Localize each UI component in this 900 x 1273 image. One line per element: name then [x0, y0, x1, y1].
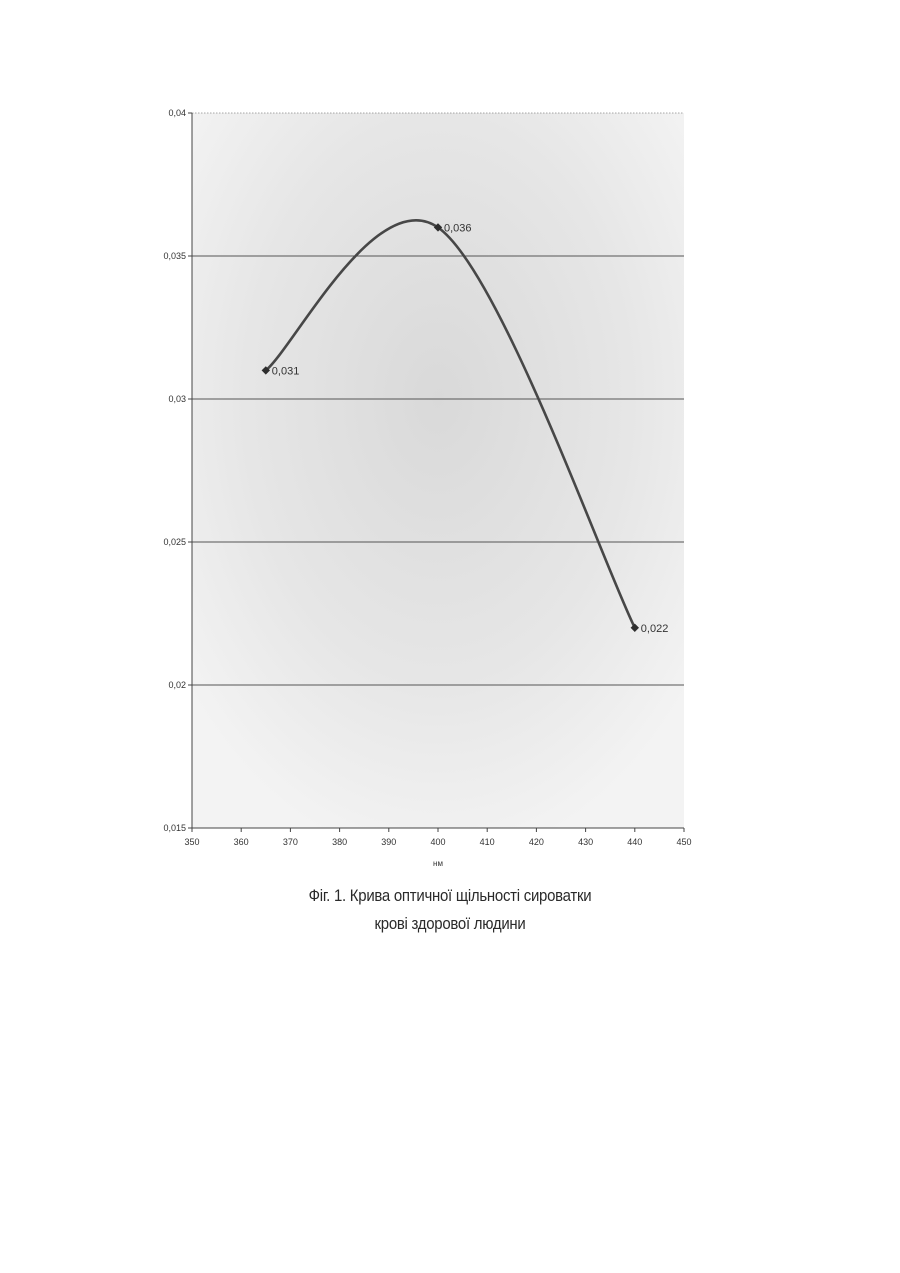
y-tick-label-0: 0,015	[163, 823, 186, 833]
y-tick-label-1: 0,02	[168, 680, 186, 690]
x-axis-label: нм	[433, 859, 443, 868]
y-tick-label-2: 0,025	[163, 537, 186, 547]
x-tick-label-9: 440	[627, 837, 642, 847]
x-tick-label-7: 420	[529, 837, 544, 847]
y-tick-label-3: 0,03	[168, 394, 186, 404]
x-tick-label-6: 410	[480, 837, 495, 847]
x-tick-label-1: 360	[234, 837, 249, 847]
data-label-2: 0,022	[641, 623, 669, 635]
x-tick-label-0: 350	[184, 837, 199, 847]
x-tick-label-4: 390	[381, 837, 396, 847]
figure-caption-line-1: Фіг. 1. Крива оптичної щільності сироват…	[54, 886, 846, 906]
x-tick-label-3: 380	[332, 837, 347, 847]
x-tick-labels: 350 360 370 380 390 400 410 420 430 440 450	[184, 837, 691, 847]
data-label-0: 0,031	[272, 365, 300, 377]
plot-area	[192, 113, 684, 828]
y-tick-labels: 0,015 0,02 0,025 0,03 0,035 0,04	[163, 108, 186, 833]
y-tick-label-4: 0,035	[163, 251, 186, 261]
x-tick-label-2: 370	[283, 837, 298, 847]
x-tick-label-10: 450	[676, 837, 691, 847]
x-tick-label-8: 430	[578, 837, 593, 847]
x-tick-label-5: 400	[430, 837, 445, 847]
y-tick-label-5: 0,04	[168, 108, 186, 118]
data-label-1: 0,036	[444, 222, 472, 234]
figure-caption-line-2: крові здорової людини	[54, 914, 846, 934]
